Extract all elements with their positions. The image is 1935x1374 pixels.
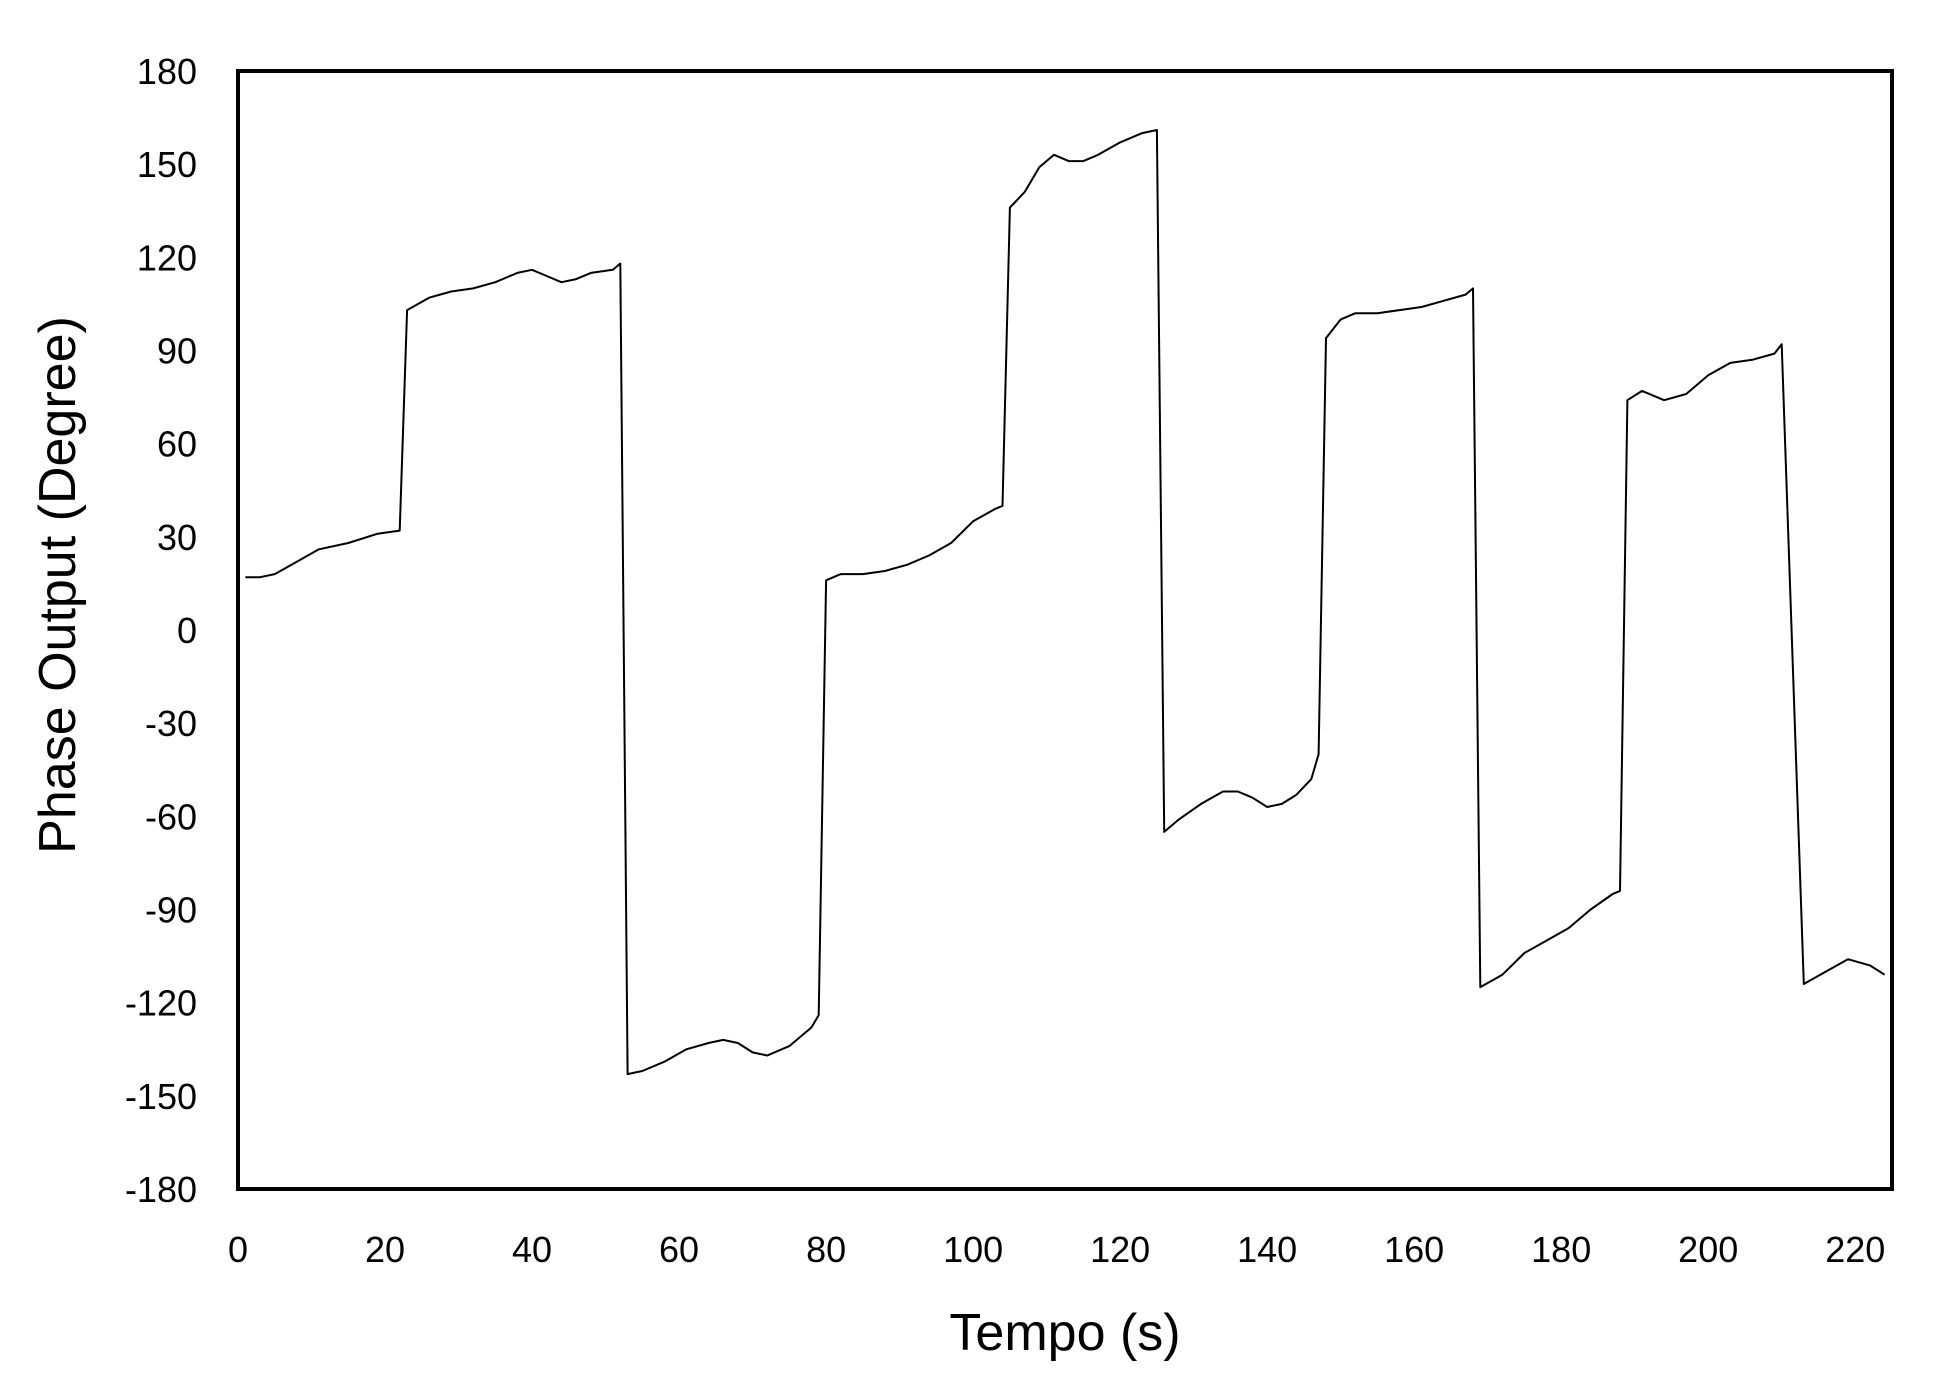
y-tick-label: 60 [157,424,197,465]
x-tick-label: 0 [228,1229,248,1270]
x-tick-label: 180 [1531,1229,1591,1270]
y-tick-label: 0 [177,610,197,651]
y-tick-label: -180 [125,1169,197,1210]
y-tick-label: -120 [125,983,197,1024]
x-tick-label: 80 [806,1229,846,1270]
y-axis-label: Phase Output (Degree) [29,316,87,854]
x-tick-label: 100 [943,1229,1003,1270]
y-tick-label: 90 [157,331,197,372]
plot-frame [236,69,1894,1191]
x-tick-label: 160 [1384,1229,1444,1270]
y-tick-label: 30 [157,517,197,558]
y-tick-label: 120 [137,237,197,278]
x-tick-label: 220 [1825,1229,1885,1270]
x-tick-label: 20 [365,1229,405,1270]
x-tick-label: 40 [512,1229,552,1270]
x-tick-label: 120 [1090,1229,1150,1270]
x-tick-label: 140 [1237,1229,1297,1270]
y-tick-label: -30 [145,703,197,744]
y-tick-label: -90 [145,890,197,931]
x-tick-label: 200 [1678,1229,1738,1270]
phase-series-line [245,129,1886,1076]
y-tick-label: 180 [137,51,197,92]
x-axis-label: Tempo (s) [949,1304,1180,1362]
y-tick-labels: 180 150 120 90 60 30 0 -30 -60 -90 -120 -150 -180 [125,51,197,1210]
x-tick-label: 60 [659,1229,699,1270]
x-tick-labels: 0 20 40 60 80 100 120 140 160 180 200 220 [228,1229,1885,1270]
y-tick-label: 150 [137,144,197,185]
y-tick-label: -150 [125,1076,197,1117]
y-tick-label: -60 [145,796,197,837]
